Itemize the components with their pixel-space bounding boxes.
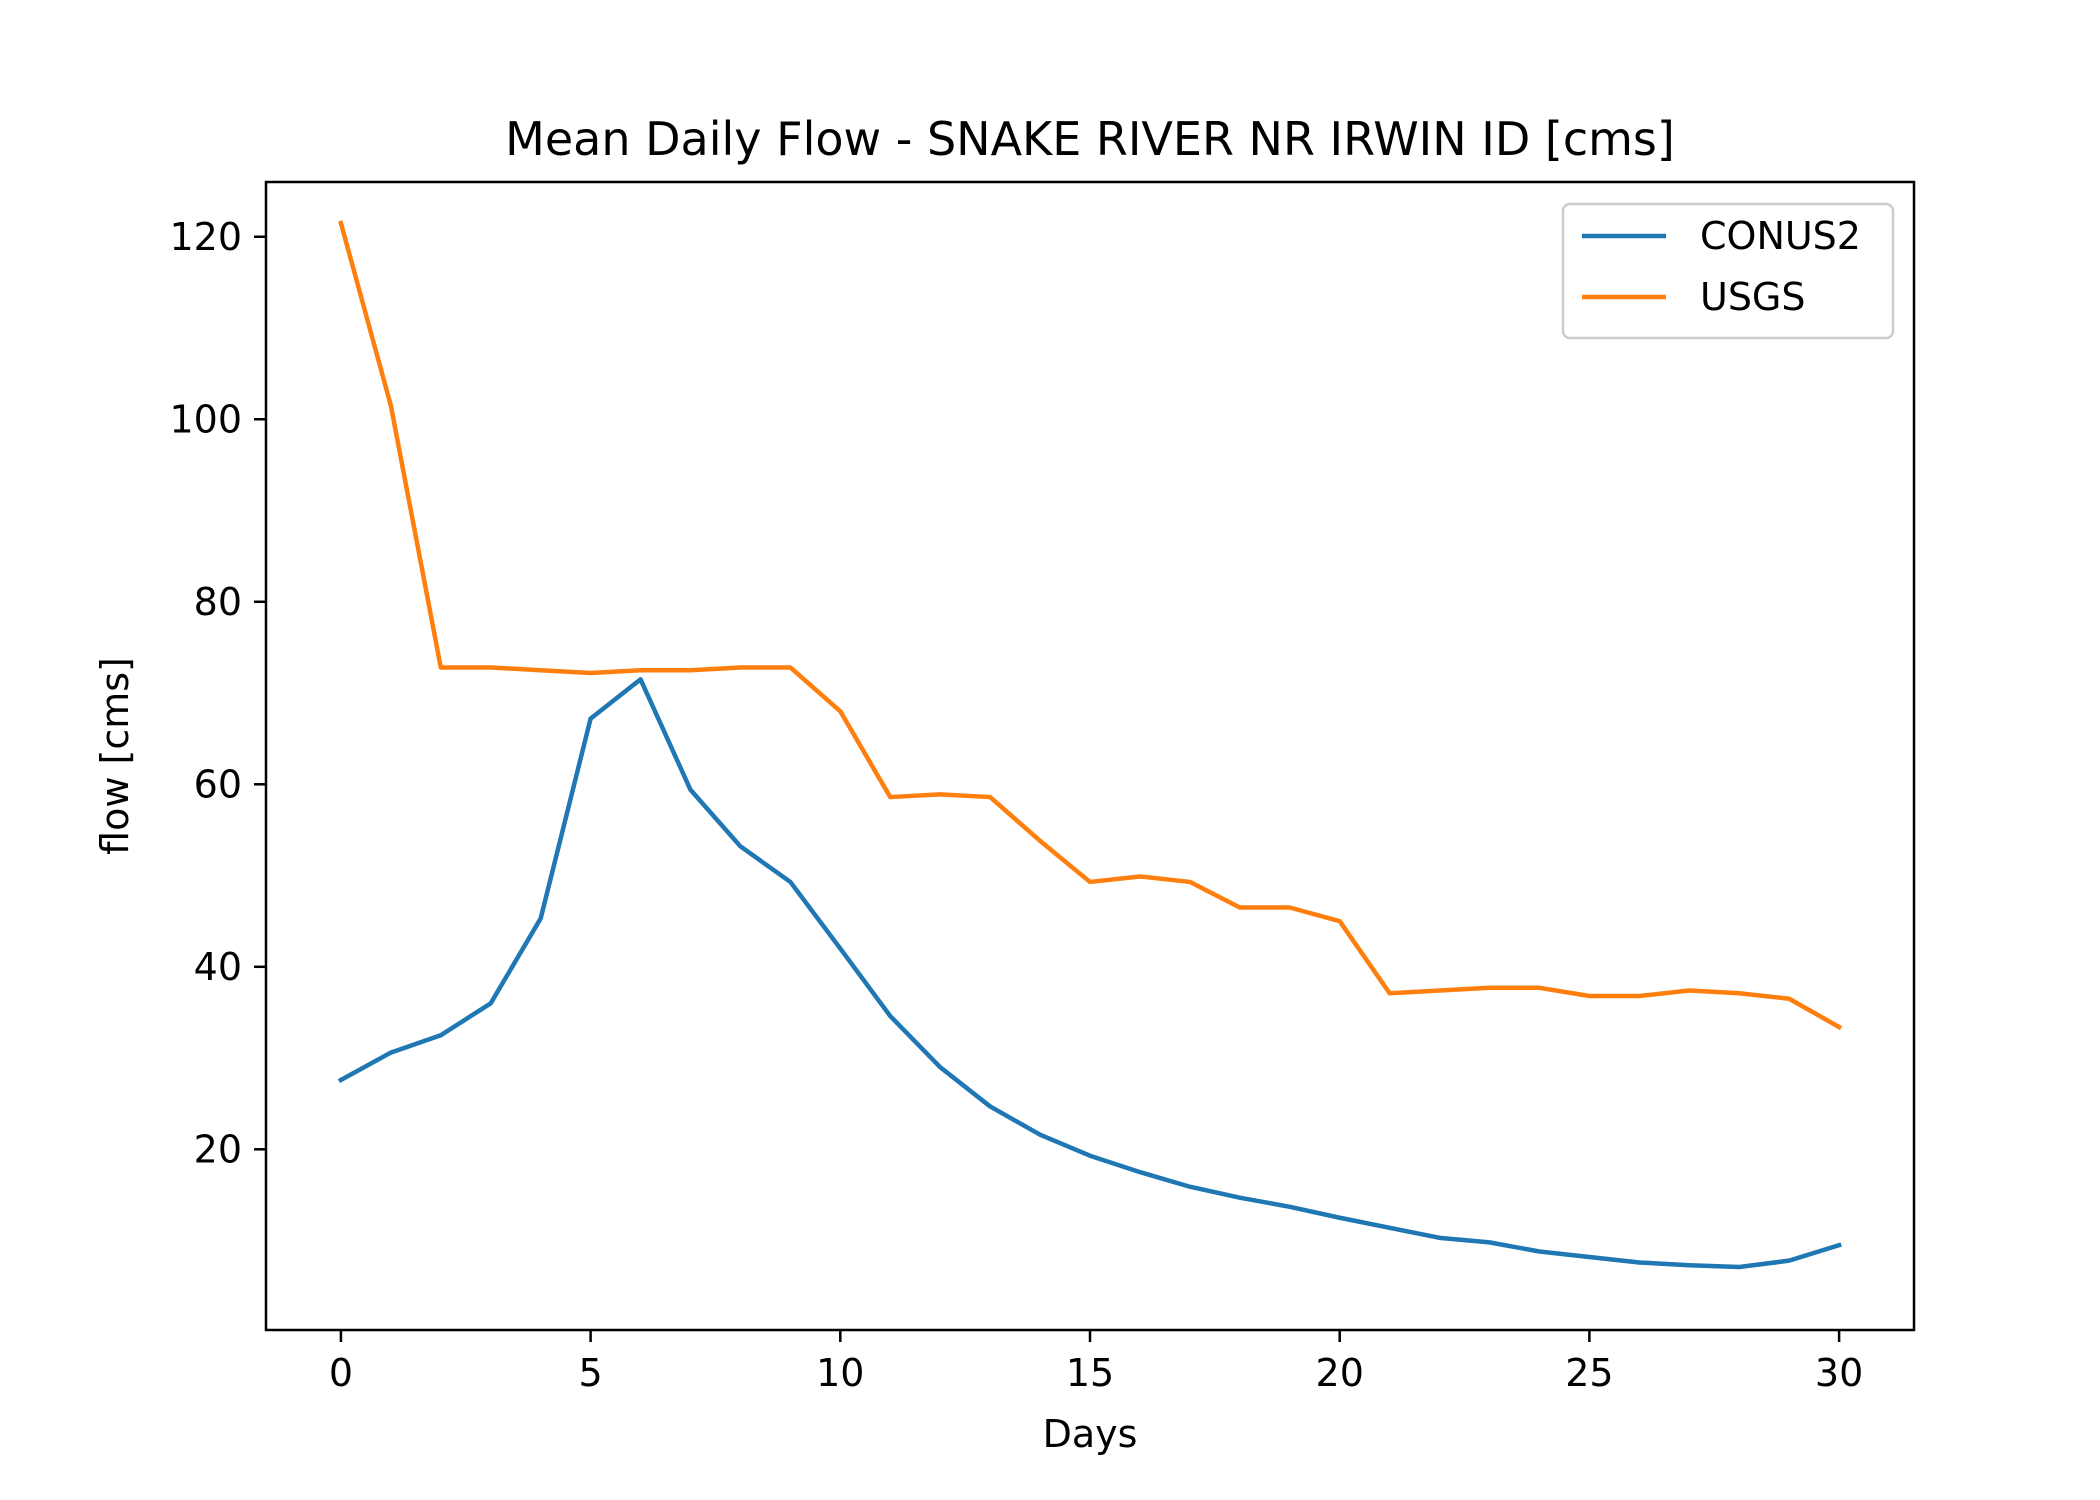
x-tick-label: 0 (329, 1351, 353, 1395)
data-point-conus2 (1387, 1225, 1392, 1230)
data-point-usgs (1137, 874, 1142, 879)
data-point-conus2 (338, 1077, 343, 1082)
data-point-conus2 (1437, 1235, 1442, 1240)
chart-title: Mean Daily Flow - SNAKE RIVER NR IRWIN I… (505, 112, 1675, 166)
data-point-usgs (338, 221, 343, 226)
x-tick-label: 15 (1066, 1351, 1114, 1395)
data-point-conus2 (1687, 1263, 1692, 1268)
x-tick-label: 10 (816, 1351, 864, 1395)
data-point-conus2 (1038, 1132, 1043, 1137)
data-point-conus2 (738, 844, 743, 849)
plot-area (264, 180, 1916, 1332)
lines-layer (337, 220, 1843, 1270)
data-point-usgs (1187, 879, 1192, 884)
y-tick-label: 120 (169, 215, 242, 259)
data-point-usgs (538, 668, 543, 673)
data-point-usgs (1587, 994, 1592, 999)
data-point-conus2 (1487, 1240, 1492, 1245)
data-point-usgs (938, 792, 943, 797)
data-point-usgs (1287, 905, 1292, 910)
data-point-conus2 (1637, 1260, 1642, 1265)
data-point-usgs (638, 668, 643, 673)
data-point-conus2 (688, 787, 693, 792)
data-point-conus2 (1737, 1265, 1742, 1270)
data-point-conus2 (888, 1014, 893, 1019)
data-point-conus2 (1787, 1258, 1792, 1263)
data-point-usgs (1787, 996, 1792, 1001)
data-point-conus2 (788, 879, 793, 884)
data-point-conus2 (638, 677, 643, 682)
y-tick-label: 20 (194, 1127, 242, 1171)
legend-label: CONUS2 (1700, 214, 1861, 258)
data-point-conus2 (1337, 1215, 1342, 1220)
data-point-usgs (1038, 838, 1043, 843)
data-point-usgs (1387, 991, 1392, 996)
legend-entries: CONUS2 USGS (1582, 214, 1861, 319)
x-tick-label: 30 (1815, 1351, 1863, 1395)
data-point-conus2 (1088, 1153, 1092, 1158)
y-axis: 20 40 60 80 100 120 (169, 215, 266, 1171)
data-point-usgs (688, 668, 693, 673)
x-tick-label: 5 (579, 1351, 603, 1395)
y-tick-label: 80 (194, 580, 242, 624)
x-tick-label: 20 (1316, 1351, 1364, 1395)
data-point-conus2 (1587, 1254, 1592, 1259)
y-tick-label: 100 (169, 397, 242, 441)
data-point-usgs (1637, 994, 1642, 999)
data-point-usgs (488, 665, 493, 670)
x-axis: 0 5 10 15 20 25 30 (329, 1330, 1863, 1395)
data-point-usgs (588, 670, 593, 675)
data-point-usgs (1687, 988, 1692, 993)
data-point-usgs (1437, 988, 1442, 993)
data-point-usgs (388, 403, 393, 408)
data-point-conus2 (938, 1065, 943, 1070)
plot-background (266, 182, 1914, 1330)
data-point-conus2 (488, 1001, 493, 1006)
data-point-usgs (1537, 985, 1542, 990)
data-point-conus2 (1187, 1184, 1192, 1189)
data-point-usgs (788, 665, 793, 670)
data-point-usgs (1337, 919, 1342, 924)
data-point-conus2 (988, 1104, 993, 1109)
data-point-conus2 (1287, 1204, 1292, 1209)
data-point-usgs (1837, 1025, 1842, 1030)
data-point-conus2 (838, 946, 843, 951)
data-point-conus2 (388, 1050, 393, 1055)
data-point-conus2 (1837, 1243, 1842, 1248)
data-point-usgs (1737, 991, 1742, 996)
data-point-conus2 (1137, 1170, 1142, 1175)
data-point-usgs (988, 795, 993, 800)
data-point-usgs (438, 665, 443, 670)
data-point-conus2 (438, 1033, 443, 1038)
x-tick-label: 25 (1565, 1351, 1613, 1395)
data-point-usgs (838, 709, 843, 714)
data-point-usgs (1487, 985, 1492, 990)
y-tick-label: 60 (194, 762, 242, 806)
data-point-conus2 (1537, 1249, 1542, 1254)
data-point-usgs (888, 795, 893, 800)
data-point-conus2 (538, 916, 543, 921)
data-point-conus2 (1237, 1195, 1242, 1200)
legend-label: USGS (1700, 275, 1806, 319)
data-point-conus2 (588, 716, 593, 721)
y-axis-label: flow [cms] (93, 657, 137, 855)
legend: CONUS2 USGS (1561, 202, 1895, 340)
data-point-usgs (1088, 879, 1092, 884)
data-point-usgs (1237, 905, 1242, 910)
data-point-usgs (738, 665, 743, 670)
x-axis-label: Days (1043, 1412, 1138, 1456)
y-tick-label: 40 (194, 945, 242, 989)
